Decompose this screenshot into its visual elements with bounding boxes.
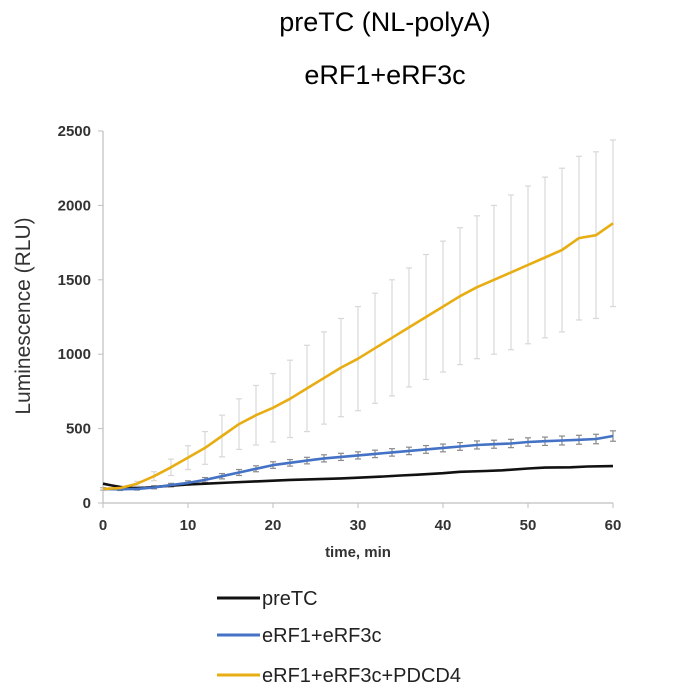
x-tick-label: 40 (435, 517, 452, 534)
y-tick-label: 2500 (58, 123, 91, 140)
y-tick-label: 500 (66, 421, 91, 438)
x-tick-label: 60 (605, 517, 622, 534)
x-tick-label: 10 (180, 517, 197, 534)
legend-label: preTC (262, 588, 318, 610)
y-tick-label: 1000 (58, 346, 91, 363)
chart-subtitle: eRF1+eRF3c (304, 60, 465, 90)
x-tick-label: 30 (350, 517, 367, 534)
series-line-1 (102, 434, 614, 491)
x-tick-label: 0 (99, 517, 107, 534)
series-line-2 (102, 222, 614, 491)
legend-item-1: eRF1+eRF3c (217, 625, 382, 647)
chart-title: preTC (NL-polyA) (279, 7, 491, 37)
x-tick-label: 20 (265, 517, 282, 534)
x-tick-label: 50 (520, 517, 537, 534)
legend-item-2: eRF1+eRF3c+PDCD4 (217, 665, 461, 687)
legend-item-0: preTC (217, 588, 318, 610)
error-bars-series-1 (100, 430, 616, 492)
error-bars-series-2 (100, 139, 616, 491)
legend-label: eRF1+eRF3c (262, 625, 382, 647)
series-layer (102, 222, 614, 491)
error-bars-layer (100, 139, 616, 492)
legend: preTC eRF1+eRF3c eRF1+eRF3c+PDCD4 (217, 588, 461, 687)
y-tick-label: 2000 (58, 197, 91, 214)
y-tick-label: 1500 (58, 272, 91, 289)
legend-label: eRF1+eRF3c+PDCD4 (262, 665, 461, 687)
axes-layer: 0 500 1000 1500 2000 2500 0 10 20 30 40 50 60 (58, 123, 622, 534)
x-axis-label: time, min (325, 544, 391, 561)
y-axis-label: Luminescence (RLU) (12, 217, 35, 414)
y-tick-label: 0 (83, 495, 91, 512)
